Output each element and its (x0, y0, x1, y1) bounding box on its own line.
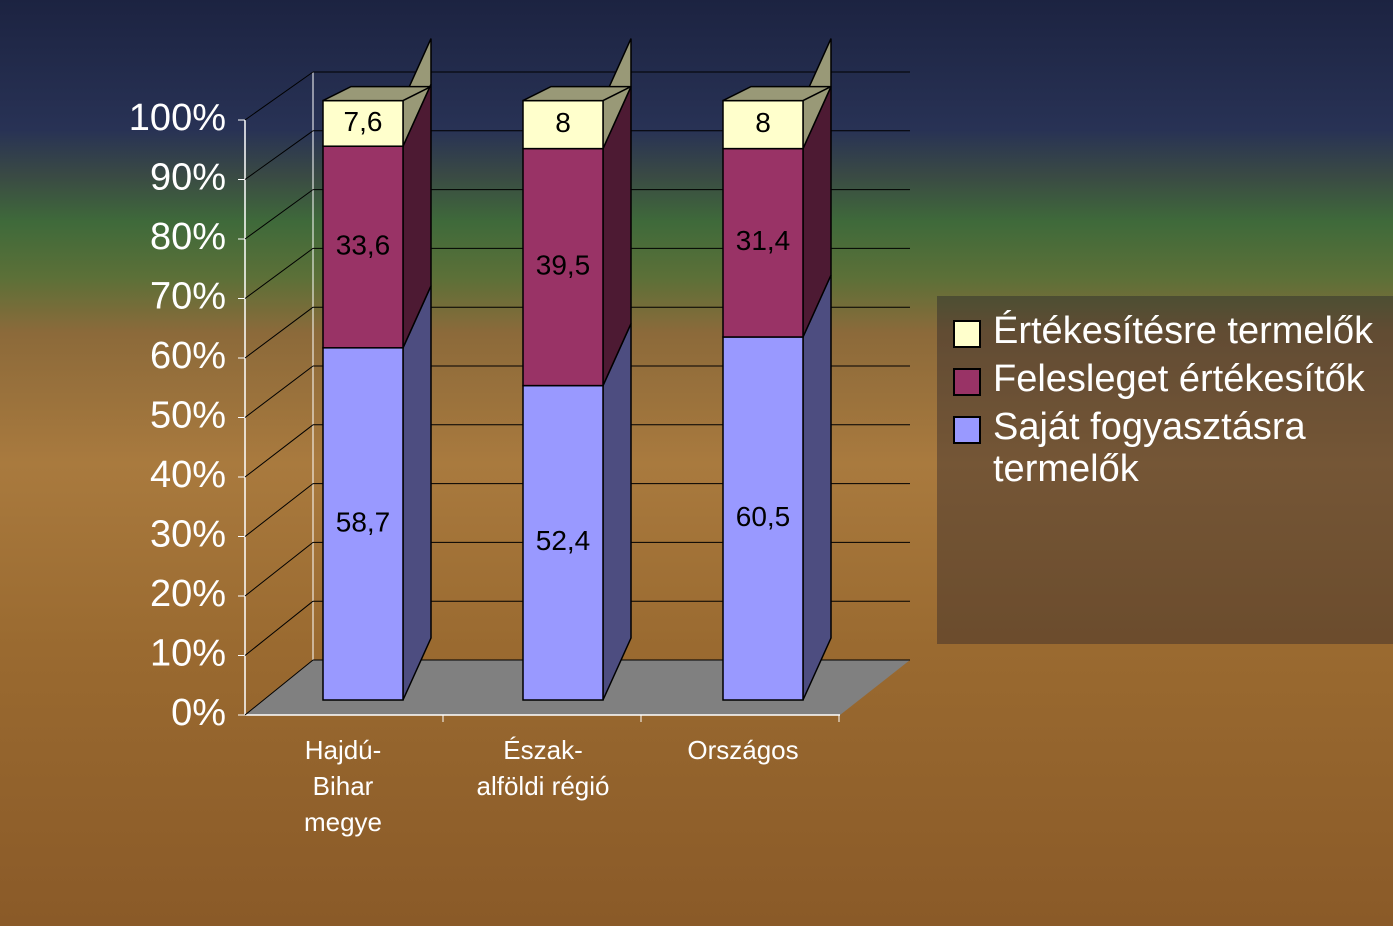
bar (522, 147, 604, 387)
x-tick-label: Hajdú- (305, 735, 382, 765)
bar (322, 347, 404, 701)
legend: Értékesítésre termelők Felesleget értékes… (937, 296, 1393, 644)
x-tick-label: megye (304, 807, 382, 837)
value-label: 8 (555, 107, 571, 138)
bar-side (402, 285, 432, 701)
side-grid-line (244, 600, 314, 656)
bar-side (602, 323, 632, 701)
value-label: 52,4 (536, 525, 591, 556)
value-label: 60,5 (736, 501, 791, 532)
bar-top (322, 85, 432, 102)
bar-side (802, 274, 832, 701)
bar (322, 99, 404, 147)
bar (722, 336, 804, 701)
value-label: 39,5 (536, 249, 591, 280)
x-tick-label: Észak- (503, 735, 582, 765)
bar-top (722, 85, 832, 102)
bar (522, 384, 604, 701)
value-label: 31,4 (736, 225, 791, 256)
legend-swatch (953, 368, 981, 396)
bar (522, 99, 604, 150)
legend-label: Felesleget értékesítők (993, 358, 1365, 400)
side-grid-line (244, 365, 314, 418)
value-label: 7,6 (344, 106, 383, 137)
bar (722, 147, 804, 338)
y-tick-label: 50% (150, 395, 226, 437)
value-label: 58,7 (336, 506, 391, 537)
bar (722, 99, 804, 150)
legend-item: Értékesítésre termelők (953, 310, 1393, 352)
side-grid-line (244, 189, 314, 240)
y-tick-label: 80% (150, 216, 226, 258)
x-tick-label: Bihar (313, 771, 374, 801)
value-label: 33,6 (336, 229, 391, 260)
x-tick-label: alföldi régió (477, 771, 610, 801)
value-label: 8 (755, 107, 771, 138)
legend-swatch (953, 416, 981, 444)
legend-item: Saját fogyasztásra termelők (953, 406, 1393, 490)
y-tick-label: 90% (150, 157, 226, 199)
side-grid-line (244, 130, 314, 180)
bar-top (522, 85, 632, 102)
side-grid-line (244, 306, 314, 359)
legend-label: Saját fogyasztásra termelők (993, 406, 1306, 490)
x-tick-label: Országos (687, 735, 798, 765)
y-tick-label: 30% (150, 514, 226, 556)
side-grid-line (244, 659, 314, 716)
side-grid-line (244, 483, 314, 537)
y-tick-label: 10% (150, 633, 226, 675)
bar (322, 145, 404, 349)
y-tick-label: 60% (150, 335, 226, 377)
y-tick-label: 70% (150, 276, 226, 318)
y-tick-label: 20% (150, 573, 226, 615)
y-tick-label: 40% (150, 454, 226, 496)
side-grid-line (244, 424, 314, 478)
legend-swatch (953, 320, 981, 348)
side-grid-line (244, 71, 314, 121)
y-tick-label: 100% (129, 97, 226, 139)
legend-item: Felesleget értékesítők (953, 358, 1393, 400)
legend-label: Értékesítésre termelők (993, 310, 1374, 352)
side-grid-line (244, 247, 314, 299)
side-grid-line (244, 542, 314, 597)
y-tick-label: 0% (171, 692, 226, 734)
